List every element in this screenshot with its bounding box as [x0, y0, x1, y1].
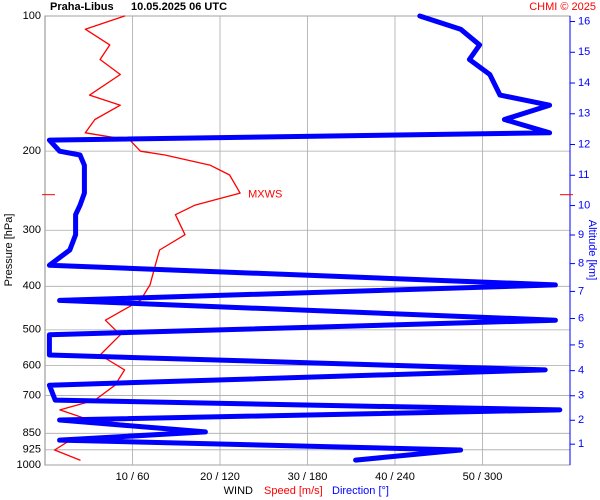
y-tick-label: 1000	[17, 459, 41, 471]
y2-tick-label: 5	[578, 339, 584, 351]
chart-title: Praha-Libus	[50, 1, 114, 13]
y-tick-label: 700	[23, 389, 41, 401]
y-tick-label: 500	[23, 324, 41, 336]
x-tick-label: 30 / 180	[288, 471, 328, 483]
y2-tick-label: 12	[578, 138, 590, 150]
y-tick-label: 925	[23, 444, 41, 456]
x-tick-label: 10 / 60	[116, 471, 150, 483]
y-tick-label: 600	[23, 359, 41, 371]
credit: CHMI © 2025	[529, 1, 596, 13]
y2-tick-label: 2	[578, 414, 584, 426]
y2-tick-label: 3	[578, 390, 584, 402]
y2-tick-label: 11	[578, 169, 589, 181]
y-tick-label: 300	[23, 224, 41, 236]
y2-tick-label: 9	[578, 229, 584, 241]
y2-tick-label: 6	[578, 312, 584, 324]
x-tick-label: 50 / 300	[463, 471, 503, 483]
annotation-label: MXWS	[248, 189, 282, 201]
y-tick-label: 400	[23, 280, 41, 292]
y2-tick-label: 14	[578, 77, 590, 89]
x-tick-label: 20 / 120	[200, 471, 240, 483]
y2-tick-label: 15	[578, 46, 590, 58]
y2-tick-label: 1	[578, 438, 584, 450]
y2-tick-label: 7	[578, 285, 584, 297]
speed-line	[53, 15, 241, 461]
y2-tick-label: 8	[578, 258, 584, 270]
x-axis-label-direction: Direction [°]	[332, 485, 389, 497]
y-tick-label: 100	[23, 10, 41, 22]
direction-line	[46, 13, 563, 463]
y2-tick-label: 4	[578, 365, 584, 377]
y2-tick-label: 16	[578, 15, 590, 27]
y-tick-label: 850	[23, 427, 41, 439]
y2-axis-label: Altitude [km]	[586, 220, 598, 281]
y-axis-label: Pressure [hPa]	[3, 214, 15, 287]
y2-tick-label: 13	[578, 108, 590, 120]
x-axis-label-speed: Speed [m/s]	[264, 485, 323, 497]
x-axis-label: WIND	[224, 485, 253, 497]
x-tick-label: 40 / 240	[375, 471, 415, 483]
y-tick-label: 200	[23, 145, 41, 157]
chart-subtitle: 10.05.2025 06 UTC	[131, 1, 227, 13]
y2-tick-label: 10	[578, 199, 590, 211]
